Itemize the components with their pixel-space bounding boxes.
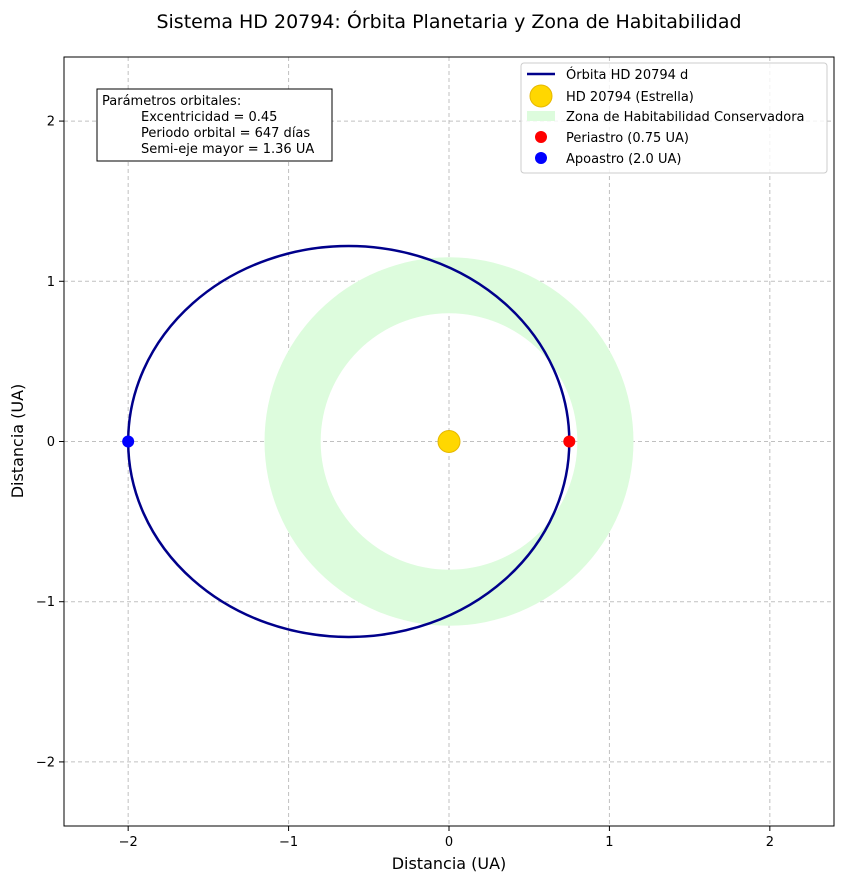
y-ticks: −2 −1 0 1 2 <box>36 115 64 770</box>
parameters-box-frame <box>96 88 333 162</box>
chart-title: Sistema HD 20794: Órbita Planetaria y Zo… <box>156 9 741 33</box>
legend-periastro-label: Periastro (0.75 UA) <box>566 131 689 146</box>
habitable-zone-layer <box>264 257 634 626</box>
star-marker <box>437 430 461 453</box>
y-tick-label: 1 <box>47 275 55 290</box>
legend-hz-label: Zona de Habitabilidad Conservadora <box>566 110 805 125</box>
y-axis-label: Distancia (UA) <box>8 384 27 499</box>
periastro-point <box>563 435 576 448</box>
legend-apoastro-swatch <box>535 152 547 164</box>
legend-star-label: HD 20794 (Estrella) <box>566 90 694 105</box>
parameters-title: Parámetros orbitales: <box>102 94 241 109</box>
legend-hz-swatch <box>527 111 555 121</box>
legend-orbit-label: Órbita HD 20794 d <box>566 67 688 83</box>
legend-star-swatch <box>529 84 553 108</box>
x-tick-label: −1 <box>279 835 298 850</box>
y-tick-label: −1 <box>36 595 55 610</box>
y-tick-label: −2 <box>36 755 55 770</box>
x-ticks: −2 −1 0 1 2 <box>119 826 774 850</box>
parameter-semi-eje: Semi-eje mayor = 1.36 UA <box>141 142 314 157</box>
legend-periastro-swatch <box>535 131 547 143</box>
legend: Órbita HD 20794 d HD 20794 (Estrella) Zo… <box>520 62 828 174</box>
parameter-excentricidad: Excentricidad = 0.45 <box>141 110 277 125</box>
y-tick-label: 0 <box>47 435 55 450</box>
x-tick-label: −2 <box>119 835 138 850</box>
legend-frame <box>520 62 828 174</box>
y-tick-label: 2 <box>47 115 55 130</box>
x-tick-label: 1 <box>605 835 613 850</box>
marks-layer <box>122 430 576 453</box>
x-tick-label: 2 <box>766 835 774 850</box>
apoastro-point <box>122 435 135 448</box>
habitable-zone <box>264 257 634 626</box>
x-tick-label: 0 <box>445 835 453 850</box>
legend-apoastro-label: Apoastro (2.0 UA) <box>566 152 681 167</box>
parameter-periodo: Periodo orbital = 647 días <box>141 126 310 141</box>
x-axis-label: Distancia (UA) <box>392 854 507 873</box>
parameters-box: Parámetros orbitales: Excentricidad = 0.… <box>96 88 333 162</box>
